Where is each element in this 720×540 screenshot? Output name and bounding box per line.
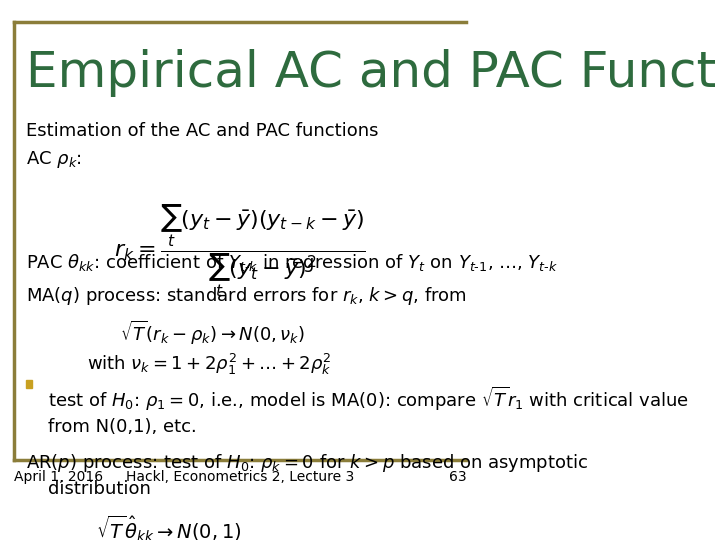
Text: AC $\rho_k$:: AC $\rho_k$: <box>27 149 82 170</box>
Text: test of $H_0$: $\rho_1 = 0$, i.e., model is MA(0): compare $\sqrt{T}r_1$ with cr: test of $H_0$: $\rho_1 = 0$, i.e., model… <box>48 385 689 413</box>
Text: AR($p$) process: test of $H_0$: $\rho_k = 0$ for $k > p$ based on asymptotic: AR($p$) process: test of $H_0$: $\rho_k … <box>27 451 589 474</box>
Text: distribution: distribution <box>48 480 151 498</box>
Text: MA($q$) process: standard errors for $r_k$, $k > q$, from: MA($q$) process: standard errors for $r_… <box>27 285 467 307</box>
Text: $\sqrt{T}\hat{\theta}_{kk} \to N(0,1)$: $\sqrt{T}\hat{\theta}_{kk} \to N(0,1)$ <box>96 513 242 540</box>
Text: $\sqrt{T}(r_k - \rho_k) \to N(0, \nu_k)$: $\sqrt{T}(r_k - \rho_k) \to N(0, \nu_k)$ <box>120 319 305 347</box>
Bar <box>27 380 32 388</box>
Text: with $\nu_k = 1 + 2\rho_1^2 + \ldots + 2\rho_k^2$: with $\nu_k = 1 + 2\rho_1^2 + \ldots + 2… <box>86 352 331 377</box>
Text: 63: 63 <box>449 470 467 484</box>
Text: PAC $\theta_{kk}$: coefficient of $Y_{t\text{-}k}$ in regression of $Y_t$ on $Y_: PAC $\theta_{kk}$: coefficient of $Y_{t\… <box>27 252 559 274</box>
Text: from N(0,1), etc.: from N(0,1), etc. <box>48 418 197 436</box>
Text: April 1, 2016: April 1, 2016 <box>14 470 104 484</box>
Text: Estimation of the AC and PAC functions: Estimation of the AC and PAC functions <box>27 123 379 140</box>
Text: $r_k = \dfrac{\sum_t (y_t - \bar{y})(y_{t-k} - \bar{y})}{\sum_t (y_t - \bar{y})^: $r_k = \dfrac{\sum_t (y_t - \bar{y})(y_{… <box>114 203 366 299</box>
Text: Empirical AC and PAC Function: Empirical AC and PAC Function <box>27 49 720 97</box>
Text: Hackl, Econometrics 2, Lecture 3: Hackl, Econometrics 2, Lecture 3 <box>126 470 354 484</box>
